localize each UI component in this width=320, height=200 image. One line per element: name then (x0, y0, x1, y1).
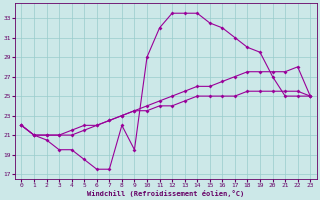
X-axis label: Windchill (Refroidissement éolien,°C): Windchill (Refroidissement éolien,°C) (87, 190, 244, 197)
